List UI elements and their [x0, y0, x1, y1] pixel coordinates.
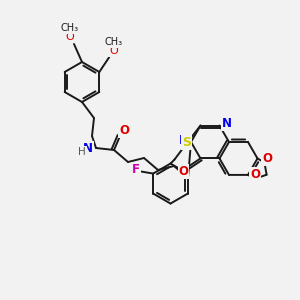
Text: O: O	[178, 165, 188, 178]
Text: CH₃: CH₃	[61, 23, 79, 33]
Text: N: N	[83, 142, 93, 154]
Text: O: O	[119, 124, 129, 137]
Text: N: N	[179, 134, 189, 146]
Text: N: N	[221, 117, 232, 130]
Text: O: O	[66, 32, 74, 42]
Text: S: S	[182, 136, 191, 149]
Text: O: O	[250, 168, 260, 182]
Text: F: F	[132, 163, 140, 176]
Text: H: H	[78, 147, 86, 157]
Text: O: O	[262, 152, 272, 165]
Text: CH₃: CH₃	[104, 37, 122, 47]
Text: O: O	[109, 46, 118, 56]
